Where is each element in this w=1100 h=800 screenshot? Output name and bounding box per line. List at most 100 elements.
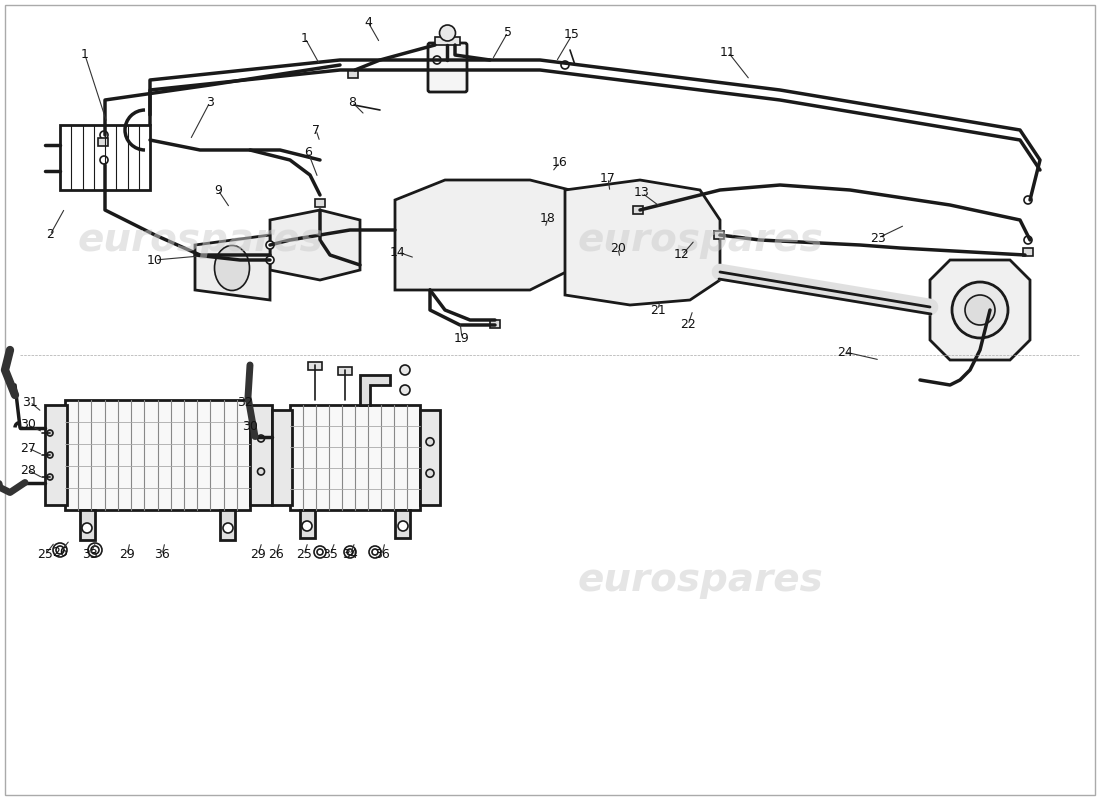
Text: 13: 13 xyxy=(634,186,650,199)
Circle shape xyxy=(223,523,233,533)
Circle shape xyxy=(266,241,274,249)
Circle shape xyxy=(561,61,569,69)
Text: 16: 16 xyxy=(552,155,568,169)
Text: 34: 34 xyxy=(342,549,358,562)
Polygon shape xyxy=(930,260,1030,360)
Text: 29: 29 xyxy=(119,549,135,562)
Bar xyxy=(45,405,67,505)
Polygon shape xyxy=(395,180,580,290)
Text: 25: 25 xyxy=(296,549,312,562)
Circle shape xyxy=(317,549,323,555)
Text: 12: 12 xyxy=(674,249,690,262)
Polygon shape xyxy=(300,510,315,538)
Text: 29: 29 xyxy=(250,549,266,562)
Circle shape xyxy=(440,25,455,41)
Text: 19: 19 xyxy=(454,331,470,345)
Polygon shape xyxy=(360,375,390,405)
Text: 31: 31 xyxy=(22,395,37,409)
Bar xyxy=(420,410,440,505)
Circle shape xyxy=(91,546,99,554)
Circle shape xyxy=(426,470,434,478)
Text: 1: 1 xyxy=(301,31,309,45)
Bar xyxy=(315,199,324,207)
Circle shape xyxy=(400,385,410,395)
Text: 1: 1 xyxy=(81,49,89,62)
Circle shape xyxy=(1024,236,1032,244)
Bar xyxy=(338,367,352,375)
Circle shape xyxy=(100,156,108,164)
Bar xyxy=(60,125,150,190)
Ellipse shape xyxy=(214,246,250,290)
Circle shape xyxy=(433,56,441,64)
Polygon shape xyxy=(270,210,360,280)
Bar xyxy=(308,362,322,370)
Circle shape xyxy=(257,468,264,475)
Text: 23: 23 xyxy=(870,231,886,245)
Text: 27: 27 xyxy=(20,442,36,454)
Text: 10: 10 xyxy=(147,254,163,266)
Text: 21: 21 xyxy=(650,303,666,317)
Text: 26: 26 xyxy=(52,546,68,558)
Text: 7: 7 xyxy=(312,123,320,137)
Circle shape xyxy=(100,131,108,139)
Text: 9: 9 xyxy=(214,183,222,197)
Text: 2: 2 xyxy=(46,229,54,242)
Bar xyxy=(348,70,358,78)
Text: 20: 20 xyxy=(610,242,626,254)
Text: 33: 33 xyxy=(82,549,98,562)
Circle shape xyxy=(400,365,410,375)
Circle shape xyxy=(426,438,434,446)
Polygon shape xyxy=(195,235,270,300)
Bar xyxy=(714,231,724,239)
Circle shape xyxy=(47,474,53,480)
Text: 8: 8 xyxy=(348,95,356,109)
Circle shape xyxy=(47,430,53,436)
Text: 17: 17 xyxy=(601,171,616,185)
Text: eurospares: eurospares xyxy=(578,221,823,259)
Text: 36: 36 xyxy=(374,549,389,562)
Text: eurospares: eurospares xyxy=(578,561,823,599)
Text: 30: 30 xyxy=(242,421,257,434)
Text: 3: 3 xyxy=(206,95,213,109)
Circle shape xyxy=(346,549,353,555)
Bar xyxy=(272,410,292,505)
Bar xyxy=(250,405,272,505)
Text: 24: 24 xyxy=(837,346,852,358)
Bar xyxy=(98,138,108,146)
Text: 18: 18 xyxy=(540,211,556,225)
Text: 36: 36 xyxy=(154,549,169,562)
Circle shape xyxy=(952,282,1008,338)
Text: eurospares: eurospares xyxy=(77,221,323,259)
Text: 25: 25 xyxy=(37,549,53,562)
Circle shape xyxy=(257,435,264,442)
Polygon shape xyxy=(80,510,95,540)
Circle shape xyxy=(1024,196,1032,204)
Circle shape xyxy=(266,256,274,264)
Text: 15: 15 xyxy=(564,29,580,42)
Circle shape xyxy=(82,523,92,533)
Bar xyxy=(490,320,500,328)
Text: 6: 6 xyxy=(304,146,312,158)
Bar xyxy=(1023,248,1033,256)
Bar xyxy=(65,400,250,510)
Polygon shape xyxy=(395,510,410,538)
Text: 35: 35 xyxy=(322,549,338,562)
Polygon shape xyxy=(565,180,720,305)
Text: 30: 30 xyxy=(20,418,36,431)
Bar xyxy=(632,206,644,214)
Text: 22: 22 xyxy=(680,318,696,331)
Text: 4: 4 xyxy=(364,15,372,29)
Circle shape xyxy=(372,549,378,555)
FancyBboxPatch shape xyxy=(428,43,468,92)
Polygon shape xyxy=(220,510,235,540)
Text: 14: 14 xyxy=(390,246,406,258)
Circle shape xyxy=(398,521,408,531)
Circle shape xyxy=(56,546,64,554)
Text: 5: 5 xyxy=(504,26,512,38)
Text: 32: 32 xyxy=(238,395,253,409)
Text: 11: 11 xyxy=(720,46,736,58)
Text: 26: 26 xyxy=(268,549,284,562)
Circle shape xyxy=(302,521,312,531)
Bar xyxy=(290,405,420,510)
Circle shape xyxy=(47,452,53,458)
